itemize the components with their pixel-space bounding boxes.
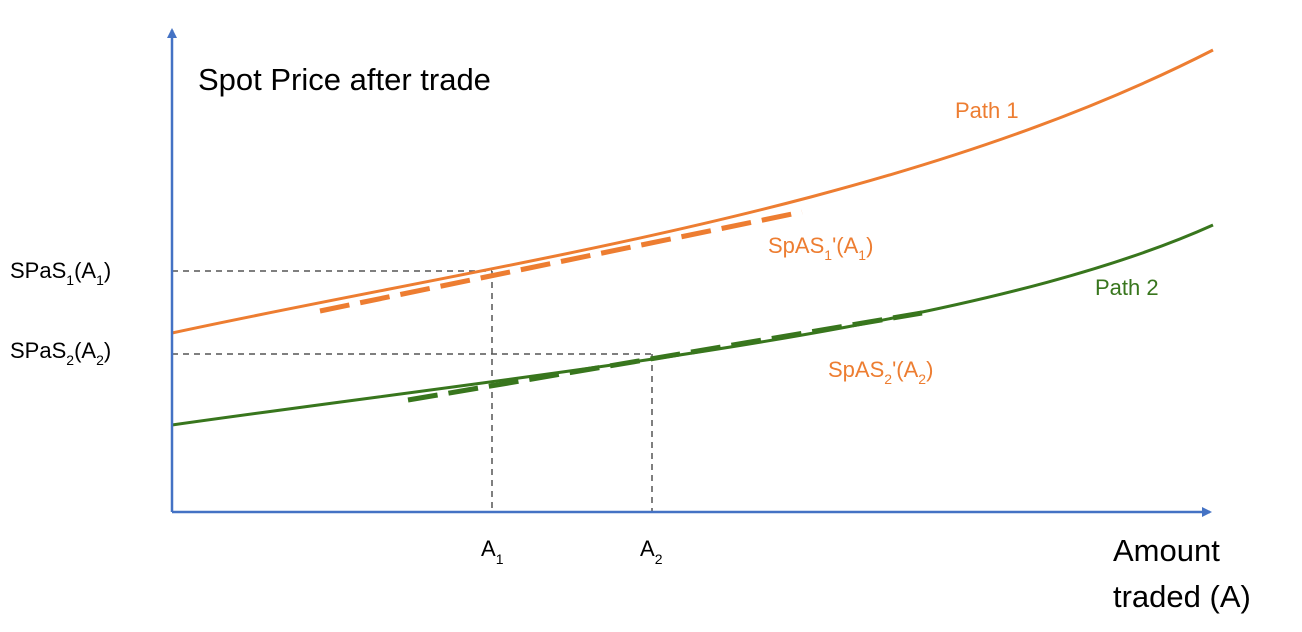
x-tick-2-sub: 2 xyxy=(655,551,663,567)
tangent-1-line xyxy=(319,209,803,314)
y-tick-label-1: SPaS1(A1) xyxy=(10,258,111,288)
y-tick-2-mid: (A xyxy=(74,338,96,363)
y-tick-2-sub2: 2 xyxy=(96,352,104,368)
tangent-1-label-sub: 1 xyxy=(824,247,832,263)
y-tick-2-sub: 2 xyxy=(66,352,74,368)
tangent-2-label: SpAS2'(A2) xyxy=(828,357,933,387)
tangent-2-label-end: ) xyxy=(926,357,933,382)
path-1-curve xyxy=(171,48,1214,335)
y-tick-label-2: SPaS2(A2) xyxy=(10,338,111,368)
x-tick-label-1: A1 xyxy=(481,536,504,567)
y-tick-1-mid: (A xyxy=(74,258,96,283)
y-axis-title: Spot Price after trade xyxy=(198,62,491,97)
x-tick-label-2: A2 xyxy=(640,536,663,567)
x-axis-title-line2: traded (A) xyxy=(1113,579,1251,614)
x-axis-title: Amount traded (A) xyxy=(1113,533,1251,614)
tangent-2-label-mid: '(A xyxy=(892,357,919,382)
y-tick-2-end: ) xyxy=(104,338,111,363)
y-tick-1-main: SPaS xyxy=(10,258,66,283)
tangent-2-label-sub: 2 xyxy=(884,371,892,387)
y-tick-1-sub2: 1 xyxy=(96,272,104,288)
y-tick-1-end: ) xyxy=(104,258,111,283)
tangent-2-label-main: SpAS xyxy=(828,357,884,382)
tangent-2-label-sub2: 2 xyxy=(918,371,926,387)
x-tick-2-main: A xyxy=(640,536,655,561)
y-tick-1-sub: 1 xyxy=(66,272,74,288)
y-tick-2-main: SPaS xyxy=(10,338,66,363)
tangent-2-line xyxy=(407,310,923,403)
path-2-label: Path 2 xyxy=(1095,275,1159,300)
x-axis-title-line1: Amount xyxy=(1113,533,1220,568)
tangent-1-label: SpAS1'(A1) xyxy=(768,233,873,263)
tangent-1-label-mid: '(A xyxy=(832,233,859,258)
tangent-1-label-end: ) xyxy=(866,233,873,258)
path-2-curve xyxy=(171,223,1214,427)
tangent-1-label-sub2: 1 xyxy=(858,247,866,263)
tangent-1-label-main: SpAS xyxy=(768,233,824,258)
path-1-label: Path 1 xyxy=(955,98,1019,123)
x-tick-1-main: A xyxy=(481,536,496,561)
x-tick-1-sub: 1 xyxy=(496,551,504,567)
